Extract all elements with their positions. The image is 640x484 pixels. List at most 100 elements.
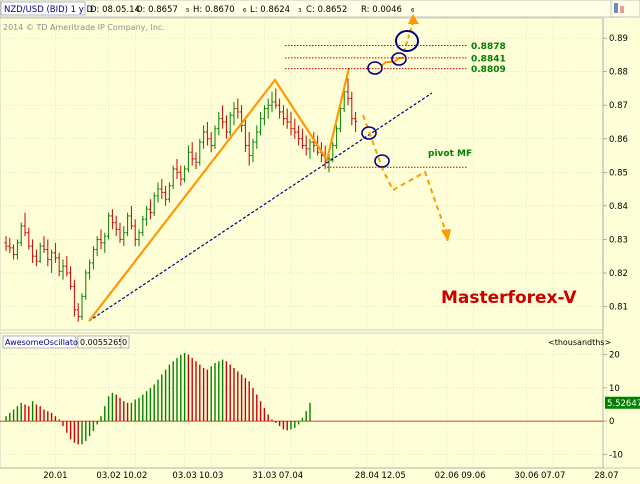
price-tick-label: 0.82 <box>609 269 628 279</box>
time-tick-label: 28.04 <box>355 471 379 480</box>
chart-tab-icon[interactable] <box>610 0 640 18</box>
candle <box>312 132 316 153</box>
target-circle-2 <box>391 52 407 66</box>
symbol-box[interactable] <box>0 1 86 16</box>
oscillator-extra: 0 <box>122 338 127 347</box>
target-circle-1 <box>395 30 419 52</box>
trendline <box>88 92 433 322</box>
oscillator-name-box[interactable] <box>2 335 77 349</box>
oscillator-tick-label: 10 <box>609 384 620 394</box>
candle <box>186 145 190 173</box>
time-tick-label: 12.05 <box>381 471 405 480</box>
candle <box>160 179 164 200</box>
close-value: C: 0.8652 <box>306 5 347 15</box>
grid <box>0 18 607 466</box>
low-value: L: 0.8624 <box>250 5 290 15</box>
target-circle-3 <box>367 61 383 75</box>
price-tick-label: 0.85 <box>609 168 628 178</box>
candle <box>338 105 342 133</box>
candle <box>145 205 149 226</box>
arrow-head-down <box>441 229 451 242</box>
time-tick-label: 10.02 <box>123 471 147 480</box>
oscillator-header: AwesomeOscillator 0.0055265 0 <thousandt… <box>2 335 611 349</box>
candle <box>95 236 99 257</box>
brand-watermark: Masterforex-V <box>441 288 577 308</box>
candle <box>289 111 293 136</box>
time-tick-label: 07.04 <box>279 471 303 480</box>
candle <box>209 132 213 153</box>
target-level-label: 0.8809 <box>471 65 506 75</box>
candle <box>107 212 111 240</box>
candle <box>304 135 308 156</box>
candle <box>175 158 179 180</box>
candle <box>23 212 27 237</box>
time-tick-label: 28.07 <box>594 471 618 480</box>
candle <box>266 98 270 119</box>
candle <box>194 152 198 169</box>
candle <box>12 244 16 260</box>
high-value: H: 0.8670 <box>193 5 235 15</box>
candle <box>15 239 19 260</box>
candle <box>262 105 266 126</box>
candle <box>72 279 76 317</box>
candle <box>31 239 35 263</box>
candle <box>46 239 50 267</box>
candle <box>300 128 304 149</box>
candle <box>19 222 23 247</box>
candle <box>205 122 209 146</box>
candle <box>202 125 206 149</box>
candle <box>167 182 171 203</box>
projection-arrow-up <box>403 21 414 53</box>
candle <box>213 125 217 149</box>
candle <box>103 232 107 253</box>
time-axis: 20.01 03.02 10.02 03.03 10.03 31.03 07.04 28.04… <box>43 471 618 481</box>
candle <box>76 303 80 322</box>
oscillator-tick-label: 0 <box>609 417 614 427</box>
candle <box>224 115 228 139</box>
candle <box>164 185 168 206</box>
price-tick-label: 0.83 <box>609 235 628 245</box>
candle <box>126 212 130 237</box>
oscillator-axis: 20 10 0 -10 <box>603 351 623 460</box>
candle <box>247 132 251 166</box>
arrow-head-up <box>408 14 419 24</box>
candle <box>152 192 156 216</box>
candle <box>281 105 285 126</box>
date-value: D: 08.05.14 <box>90 5 140 15</box>
candle <box>274 88 278 109</box>
oscillator-name: AwesomeOscillator <box>5 338 82 347</box>
last-value-badge <box>605 396 640 409</box>
candle <box>232 101 236 126</box>
projection-up <box>380 57 404 67</box>
candle <box>236 98 240 119</box>
copyright-text: 2014 © TD Ameritrade IP Company, Inc. <box>3 23 165 32</box>
candle <box>8 237 12 253</box>
candle <box>240 105 244 133</box>
candle <box>50 249 54 273</box>
candle <box>171 165 175 190</box>
candles <box>4 78 358 322</box>
oscillator-last-value: 5.52647 <box>605 396 640 409</box>
high-subdigit: 6 <box>243 8 247 14</box>
target-level-label: 0.8841 <box>471 54 506 64</box>
time-tick-label: 31.03 <box>252 471 276 480</box>
target-level-label: 0.8878 <box>471 42 506 52</box>
time-tick-label: 30.06 <box>514 471 538 480</box>
symbol-label: NZD/USD (BID) 1 y D <box>4 5 94 15</box>
candle <box>122 226 126 247</box>
candle <box>141 215 145 237</box>
candle <box>221 105 225 129</box>
candle <box>38 242 42 263</box>
time-tick-label: 20.01 <box>43 471 67 480</box>
open-value: O: 0.8657 <box>136 5 178 15</box>
candle <box>228 111 232 136</box>
candle <box>91 246 95 270</box>
candle <box>99 229 103 250</box>
candle <box>354 111 358 133</box>
candle <box>297 125 301 146</box>
price-tick-label: 0.81 <box>609 303 628 313</box>
trendline-touch-circle <box>361 126 377 140</box>
candle <box>84 269 88 300</box>
